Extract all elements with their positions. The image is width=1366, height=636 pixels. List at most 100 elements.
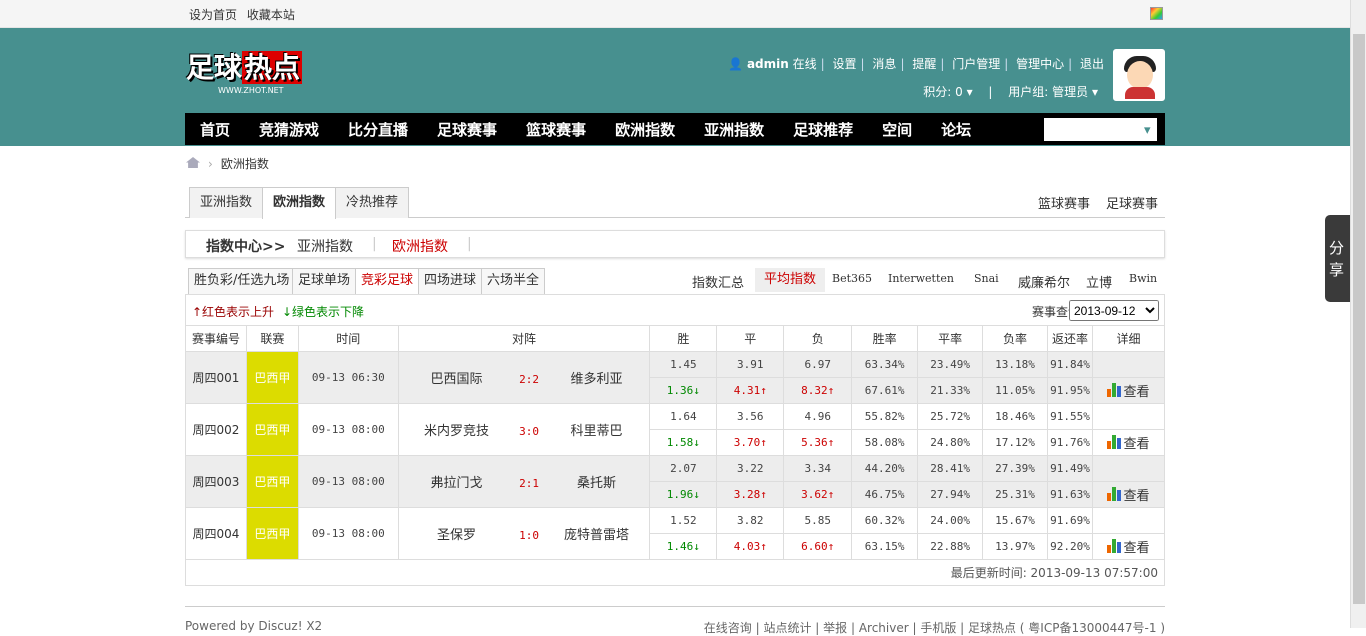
detail-empty <box>1091 507 1166 534</box>
usergroup-dropdown[interactable]: 用户组: 管理员 ▾ <box>1008 85 1098 99</box>
nav-home[interactable]: 首页 <box>200 120 231 139</box>
settings-link[interactable]: 设置 <box>832 57 857 71</box>
bookmaker-tab[interactable]: 指数汇总 <box>692 276 745 291</box>
initial-odds: 3.91 <box>716 351 785 378</box>
notices-link[interactable]: 提醒 <box>912 57 937 71</box>
date-select[interactable]: 2013-09-12 <box>1069 300 1159 321</box>
home-team[interactable]: 巴西国际 <box>430 372 483 387</box>
category-tabs: 胜负彩/任选九场 足球单场 竞彩足球 四场进球 六场半全 指数汇总 平均指数 B… <box>185 268 1165 294</box>
match-time: 09-13 08:00 <box>297 403 399 456</box>
current-rate: 21.33% <box>917 377 984 404</box>
admin-center-link[interactable]: 管理中心 <box>1016 57 1065 71</box>
current-rate: 22.88% <box>917 533 984 560</box>
arrow-up-icon: ↑ <box>827 488 835 501</box>
tab-hot-cold[interactable]: 冷热推荐 <box>335 187 410 218</box>
bookmaker-tab[interactable]: 平均指数 <box>755 268 826 292</box>
nav-live[interactable]: 比分直播 <box>348 120 409 139</box>
away-team[interactable]: 庞特普雷塔 <box>564 528 630 543</box>
bookmaker-tab[interactable]: Bwin <box>1129 272 1158 285</box>
view-button[interactable]: 查看 <box>1107 381 1149 400</box>
tab-euro-odds[interactable]: 欧洲指数 <box>262 187 337 219</box>
nav-space[interactable]: 空间 <box>882 120 913 139</box>
away-team[interactable]: 维多利亚 <box>570 372 623 387</box>
initial-odds: 3.82 <box>716 507 785 534</box>
cat-tab[interactable]: 六场半全 <box>481 268 546 294</box>
column-header: 时间 <box>297 325 399 352</box>
score: 3:0 <box>519 425 539 438</box>
nav-euro-odds[interactable]: 欧洲指数 <box>615 120 676 139</box>
league-badge[interactable]: 巴西甲 <box>245 351 299 404</box>
home-team[interactable]: 米内罗竞技 <box>424 424 490 439</box>
arrow-down-icon: ↓ <box>693 384 700 397</box>
bookmaker-tab[interactable]: Snai <box>974 272 999 285</box>
legend-row: ↑红色表示上升 ↓绿色表示下降 赛事查询: 2013-09-12 <box>185 294 1165 325</box>
away-team[interactable]: 科里蒂巴 <box>570 424 623 439</box>
nav-forum[interactable]: 论坛 <box>941 120 972 139</box>
column-header: 胜率 <box>851 325 919 352</box>
arrow-down-icon: ↓ <box>693 488 700 501</box>
cat-tab[interactable]: 足球单场 <box>292 268 357 294</box>
match-id: 周四004 <box>185 507 247 560</box>
user-menu: 👤 admin 在线 | 设置 | 消息 | 提醒 | 门户管理 | 管理中心 | 退出 <box>728 57 1104 71</box>
sub-asia-odds[interactable]: 亚洲指数 <box>297 239 353 255</box>
cat-tab[interactable]: 竞彩足球 <box>355 268 420 294</box>
logout-link[interactable]: 退出 <box>1079 57 1104 71</box>
site-logo[interactable]: 足球热点 WWW.ZHOT.NET <box>186 51 303 95</box>
bookmaker-tab[interactable]: 立博 <box>1086 276 1113 291</box>
current-odds: 1.36↓ <box>649 377 718 404</box>
initial-odds: 91.49% <box>1046 455 1093 482</box>
share-button[interactable]: 分享 <box>1325 215 1350 302</box>
current-rate: 63.15% <box>851 533 919 560</box>
league-badge[interactable]: 巴西甲 <box>245 403 299 456</box>
scrollbar[interactable] <box>1350 0 1366 628</box>
odds-tabs: 亚洲指数 欧洲指数 冷热推荐 篮球赛事 足球赛事 <box>185 187 1165 219</box>
bookmaker-tab[interactable]: Bet365 <box>832 272 873 285</box>
messages-link[interactable]: 消息 <box>872 57 897 71</box>
bookmaker-tab[interactable]: 威廉希尔 <box>1018 276 1071 291</box>
away-team[interactable]: 桑托斯 <box>577 476 617 491</box>
link-football[interactable]: 足球赛事 <box>1106 197 1159 212</box>
matchup: 米内罗竞技 3:0 科里蒂巴 <box>397 403 651 456</box>
cat-tab[interactable]: 胜负彩/任选九场 <box>188 268 296 294</box>
set-homepage-link[interactable]: 设为首页 <box>189 8 238 22</box>
points-dropdown[interactable]: 积分: 0 ▾ <box>923 85 973 99</box>
league-badge[interactable]: 巴西甲 <box>245 507 299 560</box>
quick-nav-button[interactable]: 快捷导航 ▾ <box>1044 118 1157 141</box>
style-switch-icon[interactable] <box>1150 7 1163 20</box>
column-header: 详细 <box>1091 325 1166 352</box>
portal-admin-link[interactable]: 门户管理 <box>952 57 1001 71</box>
link-basketball[interactable]: 篮球赛事 <box>1038 197 1091 212</box>
nav-basketball[interactable]: 篮球赛事 <box>526 120 587 139</box>
nav-recommend[interactable]: 足球推荐 <box>793 120 854 139</box>
matchup: 圣保罗 1:0 庞特普雷塔 <box>397 507 651 560</box>
match-row-current: 1.46↓ 4.03↑ 6.60↑ 63.15% 22.88% 13.97% 92.20% 查… <box>186 533 1166 560</box>
legend-up: ↑红色表示上升 <box>192 305 275 319</box>
arrow-up-icon: ↑ <box>827 384 835 397</box>
initial-odds: 3.34 <box>783 455 853 482</box>
initial-odds: 25.72% <box>917 403 984 430</box>
username-link[interactable]: admin <box>746 57 789 71</box>
cat-tab[interactable]: 四场进球 <box>418 268 483 294</box>
initial-odds: 63.34% <box>851 351 919 378</box>
nav-asia-odds[interactable]: 亚洲指数 <box>704 120 765 139</box>
detail-empty <box>1091 455 1166 482</box>
league-badge[interactable]: 巴西甲 <box>245 455 299 508</box>
home-team[interactable]: 弗拉门戈 <box>430 476 483 491</box>
nav-guess[interactable]: 竞猜游戏 <box>259 120 320 139</box>
column-header: 联赛 <box>245 325 299 352</box>
initial-odds: 91.55% <box>1046 403 1093 430</box>
column-header: 对阵 <box>397 325 651 352</box>
view-button[interactable]: 查看 <box>1107 537 1149 556</box>
nav-football[interactable]: 足球赛事 <box>437 120 498 139</box>
view-button[interactable]: 查看 <box>1107 485 1149 504</box>
bookmaker-tab[interactable]: Interwetten <box>888 272 954 285</box>
detail-empty <box>1091 351 1166 378</box>
home-icon[interactable] <box>186 157 200 168</box>
avatar[interactable] <box>1113 49 1165 131</box>
tab-asia-odds[interactable]: 亚洲指数 <box>189 187 264 218</box>
view-button[interactable]: 查看 <box>1107 433 1149 452</box>
home-team[interactable]: 圣保罗 <box>437 528 477 543</box>
sub-euro-odds[interactable]: 欧洲指数 <box>392 239 448 255</box>
bookmark-link[interactable]: 收藏本站 <box>246 8 295 22</box>
initial-odds: 18.46% <box>982 403 1048 430</box>
